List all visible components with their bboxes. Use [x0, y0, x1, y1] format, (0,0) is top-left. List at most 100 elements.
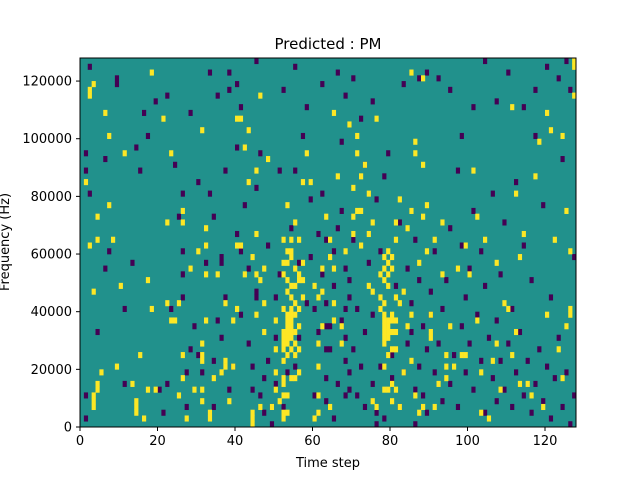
heatmap-cell-high	[281, 334, 286, 341]
heatmap-cell-high	[242, 144, 247, 151]
heatmap-cell-high	[393, 294, 399, 301]
heatmap-cell-low	[347, 369, 352, 376]
heatmap-cell-low	[374, 409, 379, 416]
heatmap-cell-high	[514, 328, 519, 336]
heatmap-cell-high	[514, 190, 519, 197]
heatmap-cell-high	[564, 207, 569, 214]
heatmap-cell-high	[366, 190, 371, 197]
heatmap-cell-low	[324, 346, 329, 353]
heatmap-cell-high	[297, 323, 302, 330]
heatmap-cell-high	[289, 346, 294, 353]
heatmap-cell-high	[91, 398, 96, 405]
heatmap-cell-high	[91, 288, 96, 295]
heatmap-cell-low	[355, 392, 360, 399]
heatmap-cell-low	[568, 421, 573, 428]
heatmap-cell-high	[506, 305, 511, 312]
heatmap-cell-high	[386, 334, 391, 341]
heatmap-cell-high	[285, 340, 290, 347]
heatmap-cell-low	[533, 86, 538, 93]
y-tick-label: 0	[64, 421, 72, 436]
heatmap-cell-high	[293, 265, 298, 272]
heatmap-cell-high	[200, 352, 205, 359]
heatmap-cell-high	[118, 282, 123, 289]
heatmap-cell-low	[432, 248, 437, 255]
heatmap-cell-low	[417, 75, 422, 82]
heatmap-cell-low	[289, 225, 294, 232]
heatmap-cell-low	[138, 167, 143, 174]
heatmap-cell-low	[122, 305, 127, 312]
heatmap-cell-high	[87, 242, 92, 249]
heatmap-cell-high	[428, 311, 433, 318]
heatmap-cell-high	[285, 323, 290, 330]
heatmap-cell-high	[235, 305, 240, 312]
heatmap-cell-high	[223, 363, 228, 370]
heatmap-cell-low	[440, 305, 445, 312]
heatmap-cell-high	[204, 317, 209, 324]
heatmap-cell-low	[409, 328, 414, 336]
heatmap-cell-low	[494, 98, 499, 105]
heatmap-cell-low	[366, 259, 371, 266]
heatmap-cell-low	[467, 265, 472, 272]
heatmap-cell-high	[300, 179, 306, 186]
heatmap-cell-high	[382, 277, 387, 284]
heatmap-cell-low	[351, 236, 356, 243]
heatmap-cell-low	[405, 265, 410, 272]
y-tick-label: 80000	[31, 190, 72, 205]
heatmap-cell-high	[382, 265, 387, 272]
heatmap-cell-high	[397, 300, 402, 307]
heatmap-cell-high	[114, 363, 120, 370]
heatmap-cell-high	[316, 294, 321, 301]
heatmap-cell-high	[204, 242, 209, 249]
heatmap-cell-high	[382, 328, 387, 336]
heatmap-cell-low	[483, 282, 488, 289]
heatmap-cell-low	[114, 81, 120, 88]
heatmap-cell-low	[498, 357, 503, 364]
heatmap-cell-low	[293, 363, 298, 370]
heatmap-cell-low	[254, 184, 259, 191]
heatmap-cell-low	[374, 421, 379, 428]
heatmap-cell-low	[428, 288, 433, 295]
heatmap-cell-high	[479, 409, 484, 416]
heatmap-cell-high	[324, 213, 329, 220]
heatmap-cell-high	[405, 323, 410, 330]
heatmap-cell-low	[479, 357, 484, 364]
heatmap-cell-low	[541, 398, 546, 405]
heatmap-cell-low	[114, 75, 120, 82]
heatmap-cell-high	[382, 340, 387, 347]
heatmap-cell-high	[401, 369, 406, 376]
heatmap-cell-high	[87, 86, 92, 93]
heatmap-cell-low	[219, 254, 224, 261]
heatmap-cell-high	[95, 236, 100, 243]
heatmap-cell-low	[486, 334, 492, 341]
heatmap-cell-high	[370, 219, 375, 226]
heatmap-cell-low	[269, 421, 275, 428]
heatmap-cell-high	[432, 236, 437, 243]
heatmap-cell-high	[572, 63, 577, 70]
heatmap-cell-low	[483, 409, 488, 416]
heatmap-cell-low	[351, 346, 356, 353]
heatmap-cell-high	[331, 109, 337, 116]
heatmap-cell-high	[254, 271, 259, 278]
heatmap-cell-low	[421, 392, 426, 399]
heatmap-cell-high	[207, 415, 213, 422]
heatmap-cell-high	[390, 254, 395, 261]
heatmap-cell-high	[273, 346, 278, 353]
heatmap-cell-high	[459, 352, 464, 359]
heatmap-cell-low	[359, 115, 364, 122]
heatmap-cell-low	[316, 328, 321, 336]
heatmap-cell-high	[370, 398, 375, 405]
heatmap-cell-low	[200, 369, 205, 376]
heatmap-cell-high	[281, 271, 286, 278]
heatmap-cell-low	[572, 254, 577, 261]
heatmap-cell-high	[293, 219, 298, 226]
heatmap-cell-high	[297, 277, 302, 284]
heatmap-cell-high	[285, 392, 290, 399]
y-tick-label: 120000	[22, 75, 72, 90]
heatmap-cell-high	[91, 403, 96, 411]
heatmap-cell-low	[378, 248, 383, 255]
heatmap-cell-high	[235, 242, 240, 249]
heatmap-cell-low	[463, 369, 468, 376]
heatmap-cell-low	[184, 369, 189, 376]
heatmap-cell-low	[262, 375, 267, 382]
